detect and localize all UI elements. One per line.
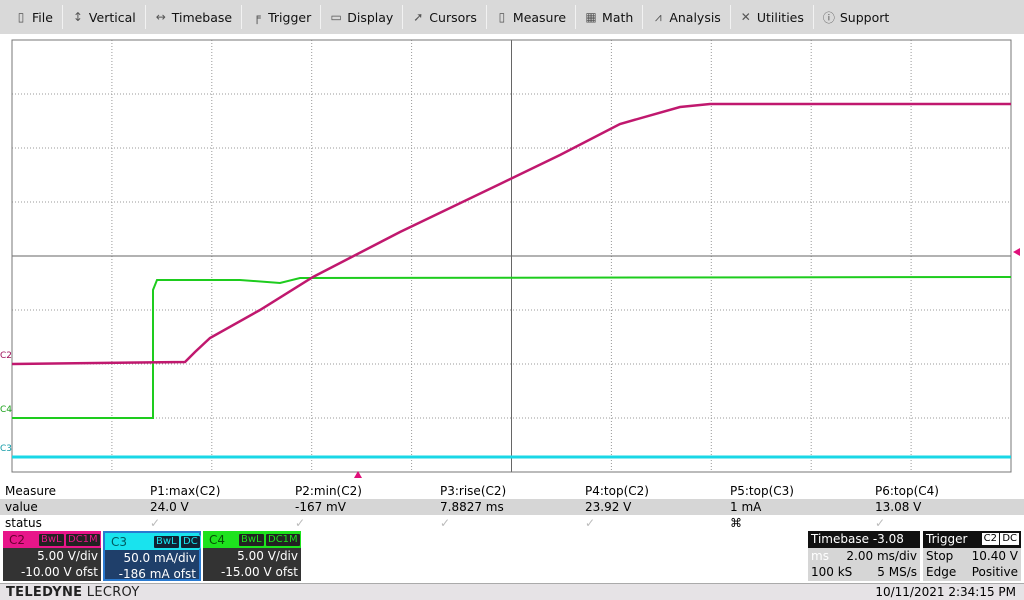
menu-math[interactable]: ▦ Math: [576, 5, 644, 29]
menu-bar: ▯ File ↕ Vertical ↔ Timebase ╒ Trigger ▭ Disp…: [0, 0, 1024, 34]
timebase-descriptor[interactable]: Timebase -3.08 ms 2.00 ms/div 100 kS 5 MS…: [808, 531, 920, 581]
teledyne-lecroy-logo: TELEDYNE LECROY: [6, 585, 140, 600]
display-icon: ▭: [330, 10, 342, 24]
measure-value-row: value 24.0 V -167 mV 7.8827 ms 23.92 V 1…: [0, 499, 1024, 515]
param-name[interactable]: P6:top(C4): [875, 484, 939, 498]
param-name[interactable]: P3:rise(C2): [440, 484, 507, 498]
chart-icon: ⩘: [654, 9, 662, 24]
param-name[interactable]: P4:top(C2): [585, 484, 649, 498]
warning-icon: ⌘: [730, 516, 742, 530]
param-name[interactable]: P1:max(C2): [150, 484, 221, 498]
menu-file[interactable]: ▯ File: [6, 5, 63, 29]
datetime: 10/11/2021 2:34:15 PM: [875, 585, 1016, 599]
measure-icon: ▯: [498, 10, 506, 24]
check-icon: ✓: [875, 516, 886, 530]
check-icon: ✓: [295, 516, 306, 530]
measure-table: Measure P1:max(C2) P2:min(C2) P3:rise(C2…: [0, 483, 1024, 531]
c2-marker[interactable]: C2: [0, 351, 12, 361]
menu-support[interactable]: ⓘ Support: [822, 9, 890, 25]
channel-c2-descriptor[interactable]: C2 BwL DC1M 5.00 V/div -10.00 V ofst: [3, 531, 101, 581]
menu-cursors[interactable]: ➚ Cursors: [403, 5, 487, 29]
trigger-time-marker[interactable]: [354, 471, 362, 478]
c4-marker[interactable]: C4: [0, 405, 12, 415]
trace-c4: [12, 276, 1012, 419]
tools-icon: ✕: [740, 10, 751, 24]
grid-frame: [11, 39, 1012, 473]
info-icon: ⓘ: [822, 10, 835, 25]
trace-c2: [11, 102, 1011, 366]
gridlines: [12, 40, 1011, 472]
channel-c3-descriptor[interactable]: C3 BwL DC 50.0 mA/div -186 mA ofst: [103, 531, 201, 581]
check-icon: ✓: [440, 516, 451, 530]
menu-measure[interactable]: ▯ Measure: [487, 5, 577, 29]
cursor-icon: ➚: [413, 10, 424, 24]
menu-utilities[interactable]: ✕ Utilities: [731, 5, 814, 29]
trigger-level-marker[interactable]: [1013, 248, 1020, 256]
horizontal-arrows-icon: ↔: [155, 10, 166, 24]
measure-status-row: status ✓ ✓ ✓ ✓ ⌘ ✓: [5, 516, 886, 530]
param-name[interactable]: P5:top(C3): [730, 484, 794, 498]
param-name[interactable]: P2:min(C2): [295, 484, 362, 498]
menu-analysis[interactable]: ⩘ Analysis: [643, 5, 731, 29]
trigger-descriptor[interactable]: Trigger C2 DC Stop 10.40 V Edge Positive: [923, 531, 1021, 581]
c3-marker[interactable]: C3: [0, 444, 12, 454]
channel-c4-descriptor[interactable]: C4 BwL DC1M 5.00 V/div -15.00 V ofst: [203, 531, 301, 581]
calculator-icon: ▦: [585, 10, 597, 24]
waveform-grid[interactable]: C2 C4 C3: [0, 38, 1024, 482]
clipboard-icon: ▯: [17, 10, 25, 24]
status-bar: TELEDYNE LECROY 10/11/2021 2:34:15 PM: [0, 583, 1024, 600]
vertical-arrows-icon: ↕: [72, 10, 83, 24]
measure-header-row: Measure P1:max(C2) P2:min(C2) P3:rise(C2…: [5, 484, 939, 498]
check-icon: ✓: [585, 516, 596, 530]
check-icon: ✓: [150, 516, 161, 530]
menu-trigger[interactable]: ╒ Trigger: [242, 5, 322, 29]
menu-vertical[interactable]: ↕ Vertical: [63, 5, 146, 29]
menu-timebase[interactable]: ↔ Timebase: [146, 5, 243, 29]
trigger-flag-icon: ╒: [253, 10, 261, 24]
menu-display[interactable]: ▭ Display: [321, 5, 404, 29]
